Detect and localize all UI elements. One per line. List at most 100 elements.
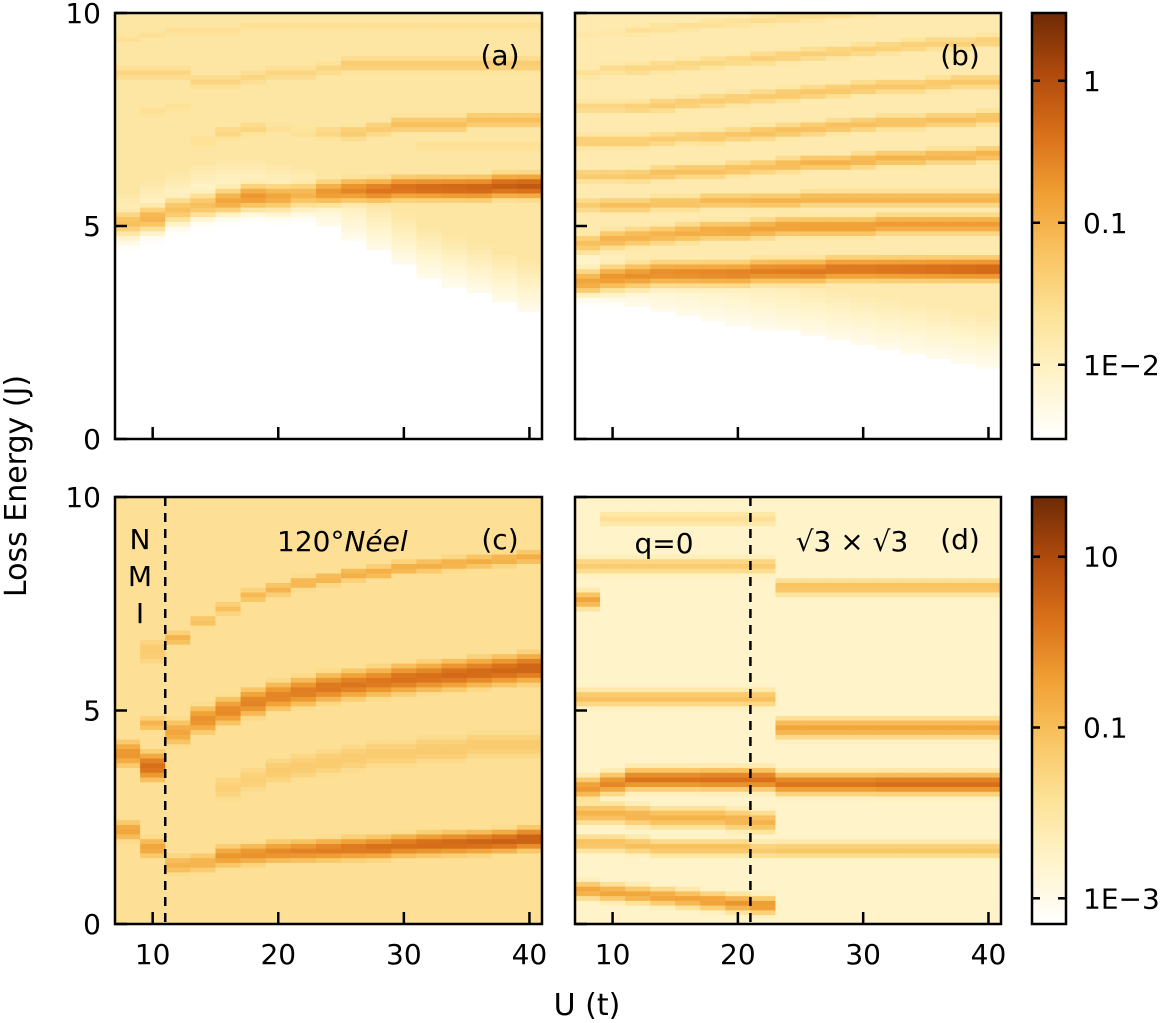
heat-cell (650, 629, 676, 636)
heat-cell (775, 377, 802, 383)
heat-cell (265, 520, 292, 527)
heat-cell (315, 287, 342, 293)
heat-cell (391, 372, 418, 379)
heat-cell (341, 292, 367, 298)
heat-cell (366, 515, 392, 522)
heat-cell (441, 776, 468, 783)
heat-cell (900, 65, 927, 71)
heat-cell (265, 572, 292, 579)
heat-cell (516, 572, 542, 579)
heat-cell (240, 644, 267, 650)
heat-cell (575, 60, 601, 66)
heat-cell (925, 401, 952, 407)
heat-cell (466, 192, 493, 199)
heat-cell (725, 159, 752, 166)
heat-cell (675, 13, 701, 19)
heat-cell (215, 738, 242, 745)
heat-cell (115, 776, 141, 783)
heat-cell (441, 701, 468, 707)
heat-cell (575, 183, 601, 189)
heat-cell (466, 781, 493, 788)
heat-cell (700, 244, 726, 251)
heat-cell (416, 263, 443, 270)
heat-cell (115, 211, 141, 218)
heat-cell (240, 805, 267, 811)
heat-cell (491, 857, 518, 863)
heat-cell (491, 748, 518, 754)
heat-cell (140, 506, 166, 512)
heat-cell (750, 230, 777, 237)
heat-cell (516, 207, 542, 213)
heat-cell (575, 211, 601, 218)
heat-cell (290, 724, 317, 731)
heat-cell (491, 919, 518, 924)
heat-cell (700, 377, 726, 383)
heat-cell (391, 734, 418, 740)
heat-cell (165, 696, 191, 702)
heat-cell (675, 249, 701, 255)
heat-cell (775, 259, 802, 265)
heat-cell (315, 330, 342, 336)
heat-cell (240, 396, 267, 402)
heat-cell (290, 112, 317, 118)
heat-cell (491, 235, 518, 241)
heat-cell (575, 710, 601, 716)
heat-cell (625, 46, 651, 52)
heat-cell (190, 558, 217, 565)
heat-cell (600, 625, 626, 631)
heat-cell (240, 786, 267, 792)
heat-cell (416, 396, 443, 402)
heat-cell (215, 857, 242, 863)
heat-cell (466, 620, 493, 626)
heat-cell (391, 530, 418, 536)
heat-cell (315, 150, 342, 156)
heat-cell (391, 173, 418, 180)
heat-cell (975, 401, 1001, 407)
heat-cell (315, 672, 342, 678)
heat-cell (416, 691, 443, 697)
heat-cell (265, 159, 292, 166)
heat-cell (625, 686, 651, 693)
heat-cell (366, 240, 392, 246)
heat-cell (341, 60, 367, 66)
heat-cell (315, 601, 342, 607)
heat-cell (650, 719, 676, 726)
heat-cell (975, 278, 1001, 284)
heat-cell (466, 501, 493, 508)
heat-cell (491, 320, 518, 326)
heat-cell (115, 814, 141, 821)
heat-cell (516, 159, 542, 166)
heat-cell (366, 315, 392, 322)
heat-cell (115, 292, 141, 298)
heat-cell (366, 762, 392, 769)
heat-cell (466, 334, 493, 341)
heat-cell (366, 17, 392, 24)
heat-cell (575, 410, 601, 416)
heat-cell (115, 405, 141, 412)
heat-cell (575, 544, 601, 550)
heat-cell (315, 391, 342, 397)
heat-cell (491, 102, 518, 109)
heat-cell (875, 415, 902, 421)
heat-cell (491, 634, 518, 640)
heat-cell (466, 79, 493, 85)
heat-cell (165, 501, 191, 508)
heat-cell (675, 905, 701, 911)
heat-cell (441, 301, 468, 308)
heat-cell (625, 306, 651, 312)
heat-cell (575, 401, 601, 407)
heat-cell (491, 55, 518, 61)
heat-cell (600, 757, 626, 764)
heat-cell (190, 582, 217, 588)
heat-cell (115, 843, 141, 849)
heat-cell (290, 833, 317, 840)
heat-cell (491, 596, 518, 602)
heat-cell (140, 372, 166, 379)
heat-cell (416, 169, 443, 175)
heat-cell (391, 553, 418, 560)
heat-cell (416, 629, 443, 636)
heat-cell (516, 306, 542, 312)
heat-cell (516, 715, 542, 721)
heat-cell (366, 686, 392, 693)
heat-cell (240, 511, 267, 517)
